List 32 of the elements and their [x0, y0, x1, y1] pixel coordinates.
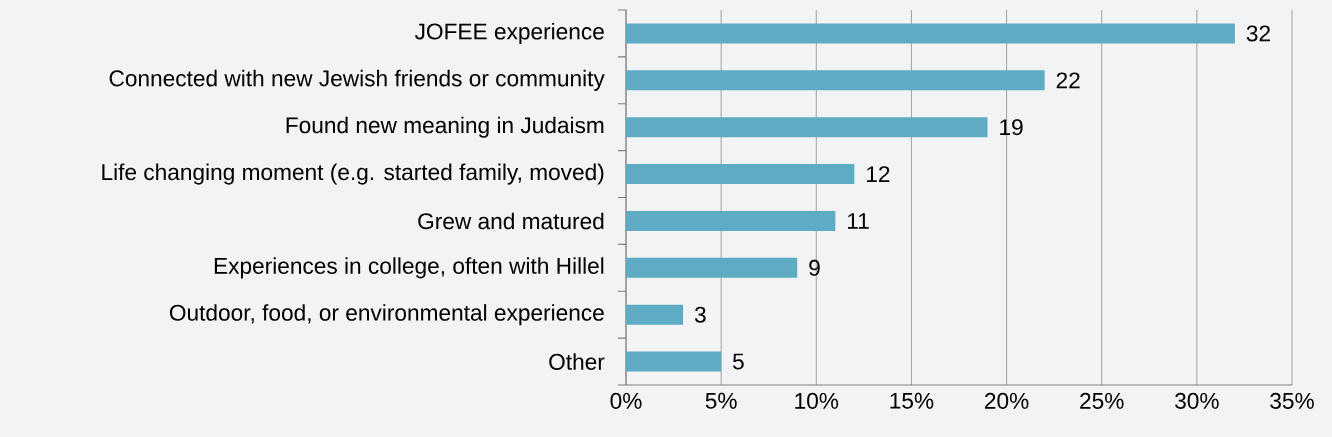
bar: [626, 210, 836, 231]
x-tick-label: 0%: [610, 392, 642, 409]
data-label: 9: [809, 259, 820, 276]
y-tick-label: Other: [549, 353, 605, 370]
bar: [626, 257, 798, 278]
x-tick-label: 5%: [705, 392, 737, 409]
y-tick-label: Outdoor, food, or environmental experience: [169, 304, 604, 326]
x-tick-label: 20%: [985, 392, 1029, 409]
y-tick-label: Life changing moment (e.g. started family, moved): [102, 163, 604, 185]
y-tick-label: Connected with new Jewish friends or community: [109, 69, 605, 91]
bar: [626, 70, 1045, 91]
data-label: 12: [867, 166, 890, 182]
data-label: 22: [1056, 72, 1080, 89]
data-label: 5: [732, 353, 744, 370]
data-label: 19: [1000, 119, 1023, 136]
y-tick-label: Grew and matured: [418, 212, 604, 230]
data-label: 11: [847, 213, 869, 229]
y-tick-label: Experiences in college, often with Hillel: [214, 257, 604, 279]
bar: [626, 351, 722, 372]
bar: [626, 304, 684, 325]
data-label: 3: [694, 306, 706, 323]
x-tick-label: 35%: [1270, 392, 1314, 409]
x-tick-label: 15%: [890, 392, 934, 409]
y-tick-label: JOFEE experience: [414, 22, 604, 45]
y-tick-label: Found new meaning in Judaism: [286, 116, 604, 138]
bar: [626, 164, 855, 185]
x-tick-label: 25%: [1080, 392, 1124, 409]
x-tick-label: 30%: [1175, 392, 1219, 409]
x-tick-label: 10%: [795, 392, 839, 409]
bar: [626, 117, 988, 138]
data-label: 32: [1246, 25, 1270, 42]
bar: [626, 23, 1235, 44]
